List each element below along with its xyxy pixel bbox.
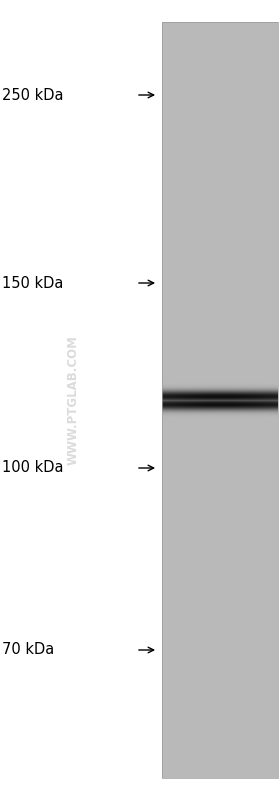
Text: WWW.PTGLAB.COM: WWW.PTGLAB.COM — [66, 335, 80, 465]
Text: 150 kDa: 150 kDa — [2, 275, 63, 290]
Text: 100 kDa: 100 kDa — [2, 461, 64, 475]
Text: 250 kDa: 250 kDa — [2, 87, 64, 102]
Text: 70 kDa: 70 kDa — [2, 642, 54, 658]
Bar — [162, 22, 278, 778]
